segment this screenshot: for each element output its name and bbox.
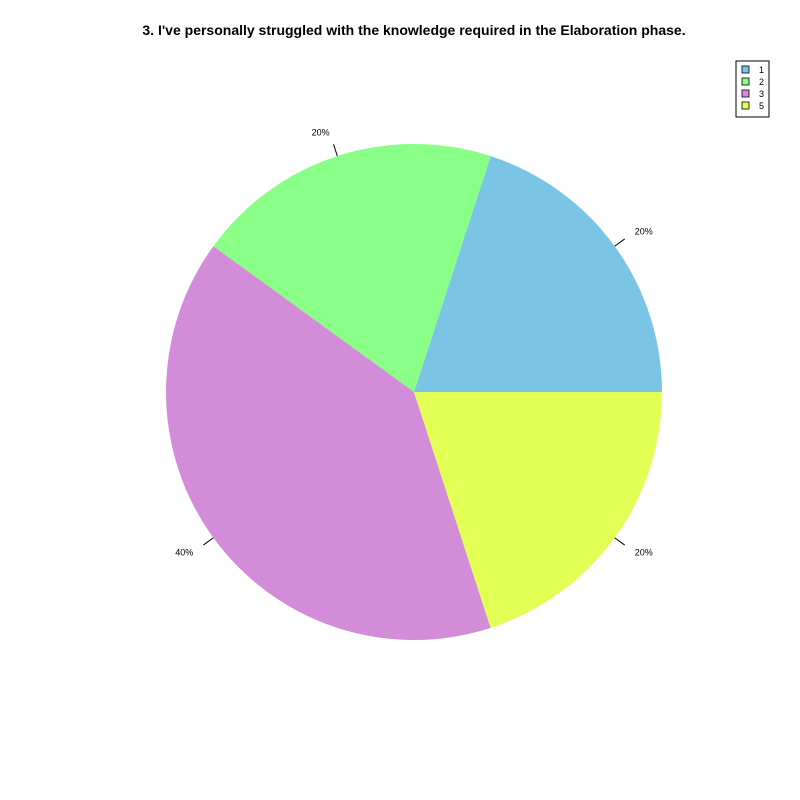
pie-label-5: 20% (635, 547, 653, 557)
pie-label-3: 40% (175, 547, 193, 557)
pie-tick-3 (203, 537, 214, 546)
pie-label-2: 20% (312, 128, 330, 138)
pie-labels: 20% 20% 40% 20% (175, 128, 652, 558)
pie-slices (165, 143, 662, 641)
pie-slice-2 (213, 143, 491, 392)
legend-swatch-1 (741, 65, 750, 74)
chart-title: 3. I've personally struggled with the kn… (142, 22, 685, 38)
legend-label-1: 1 (759, 65, 764, 75)
pie-slice-3 (165, 246, 491, 641)
legend-label-3: 3 (759, 89, 764, 99)
pie-tick-1 (614, 238, 625, 247)
legend-swatch-3 (741, 89, 750, 98)
pie-label-1: 20% (635, 227, 653, 237)
legend-box (735, 60, 770, 118)
legend-label-5: 5 (759, 101, 764, 111)
pie-tick-2 (333, 144, 338, 157)
legend-swatch-2 (741, 77, 750, 86)
pie-tick-5 (614, 537, 625, 546)
pie-slice-5 (414, 392, 662, 628)
legend-label-2: 2 (759, 77, 764, 87)
legend: 1 2 3 5 (735, 60, 770, 118)
pie-slice-1 (414, 156, 662, 392)
legend-swatch-5 (741, 101, 750, 110)
